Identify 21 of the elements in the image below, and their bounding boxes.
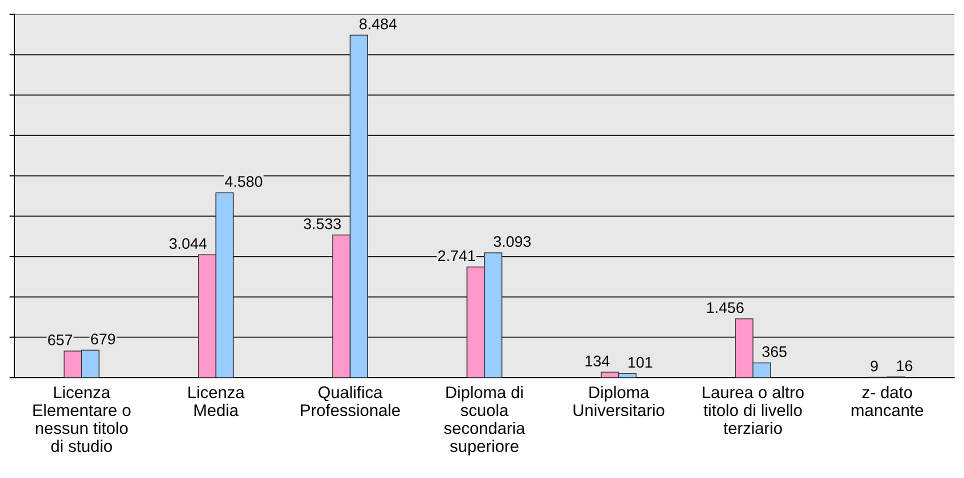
x-tick-label: Diploma di scuola secondaria superiore — [444, 386, 526, 456]
data-label: 9 — [870, 360, 878, 372]
data-label: 679 — [91, 334, 116, 344]
data-label: 16 — [897, 360, 912, 372]
data-label: 134 — [586, 356, 610, 366]
data-label: 3.044 — [169, 238, 207, 249]
data-label: 8.484 — [360, 18, 397, 30]
data-label: 3.533 — [304, 218, 341, 230]
x-tick-label: Qualifica Professionale — [301, 386, 400, 416]
x-tick-label: Diploma Universitario — [574, 386, 664, 416]
x-tick-label: Licenza Media — [188, 386, 245, 416]
x-tick-label: z- dato mancante — [852, 386, 924, 416]
data-label: 1.456 — [707, 302, 744, 314]
data-label: 4.580 — [224, 176, 262, 187]
x-tick-label: Licenza Elementare o nessun titolo di studio — [33, 386, 130, 452]
x-tick-label: Laurea o altro titolo di livello terziario — [702, 386, 804, 434]
data-label: 657 — [48, 334, 72, 346]
data-label: 101 — [628, 356, 652, 368]
data-label: 365 — [762, 346, 787, 358]
data-label: 2.741 — [438, 250, 475, 262]
data-label: 3.093 — [494, 236, 531, 247]
